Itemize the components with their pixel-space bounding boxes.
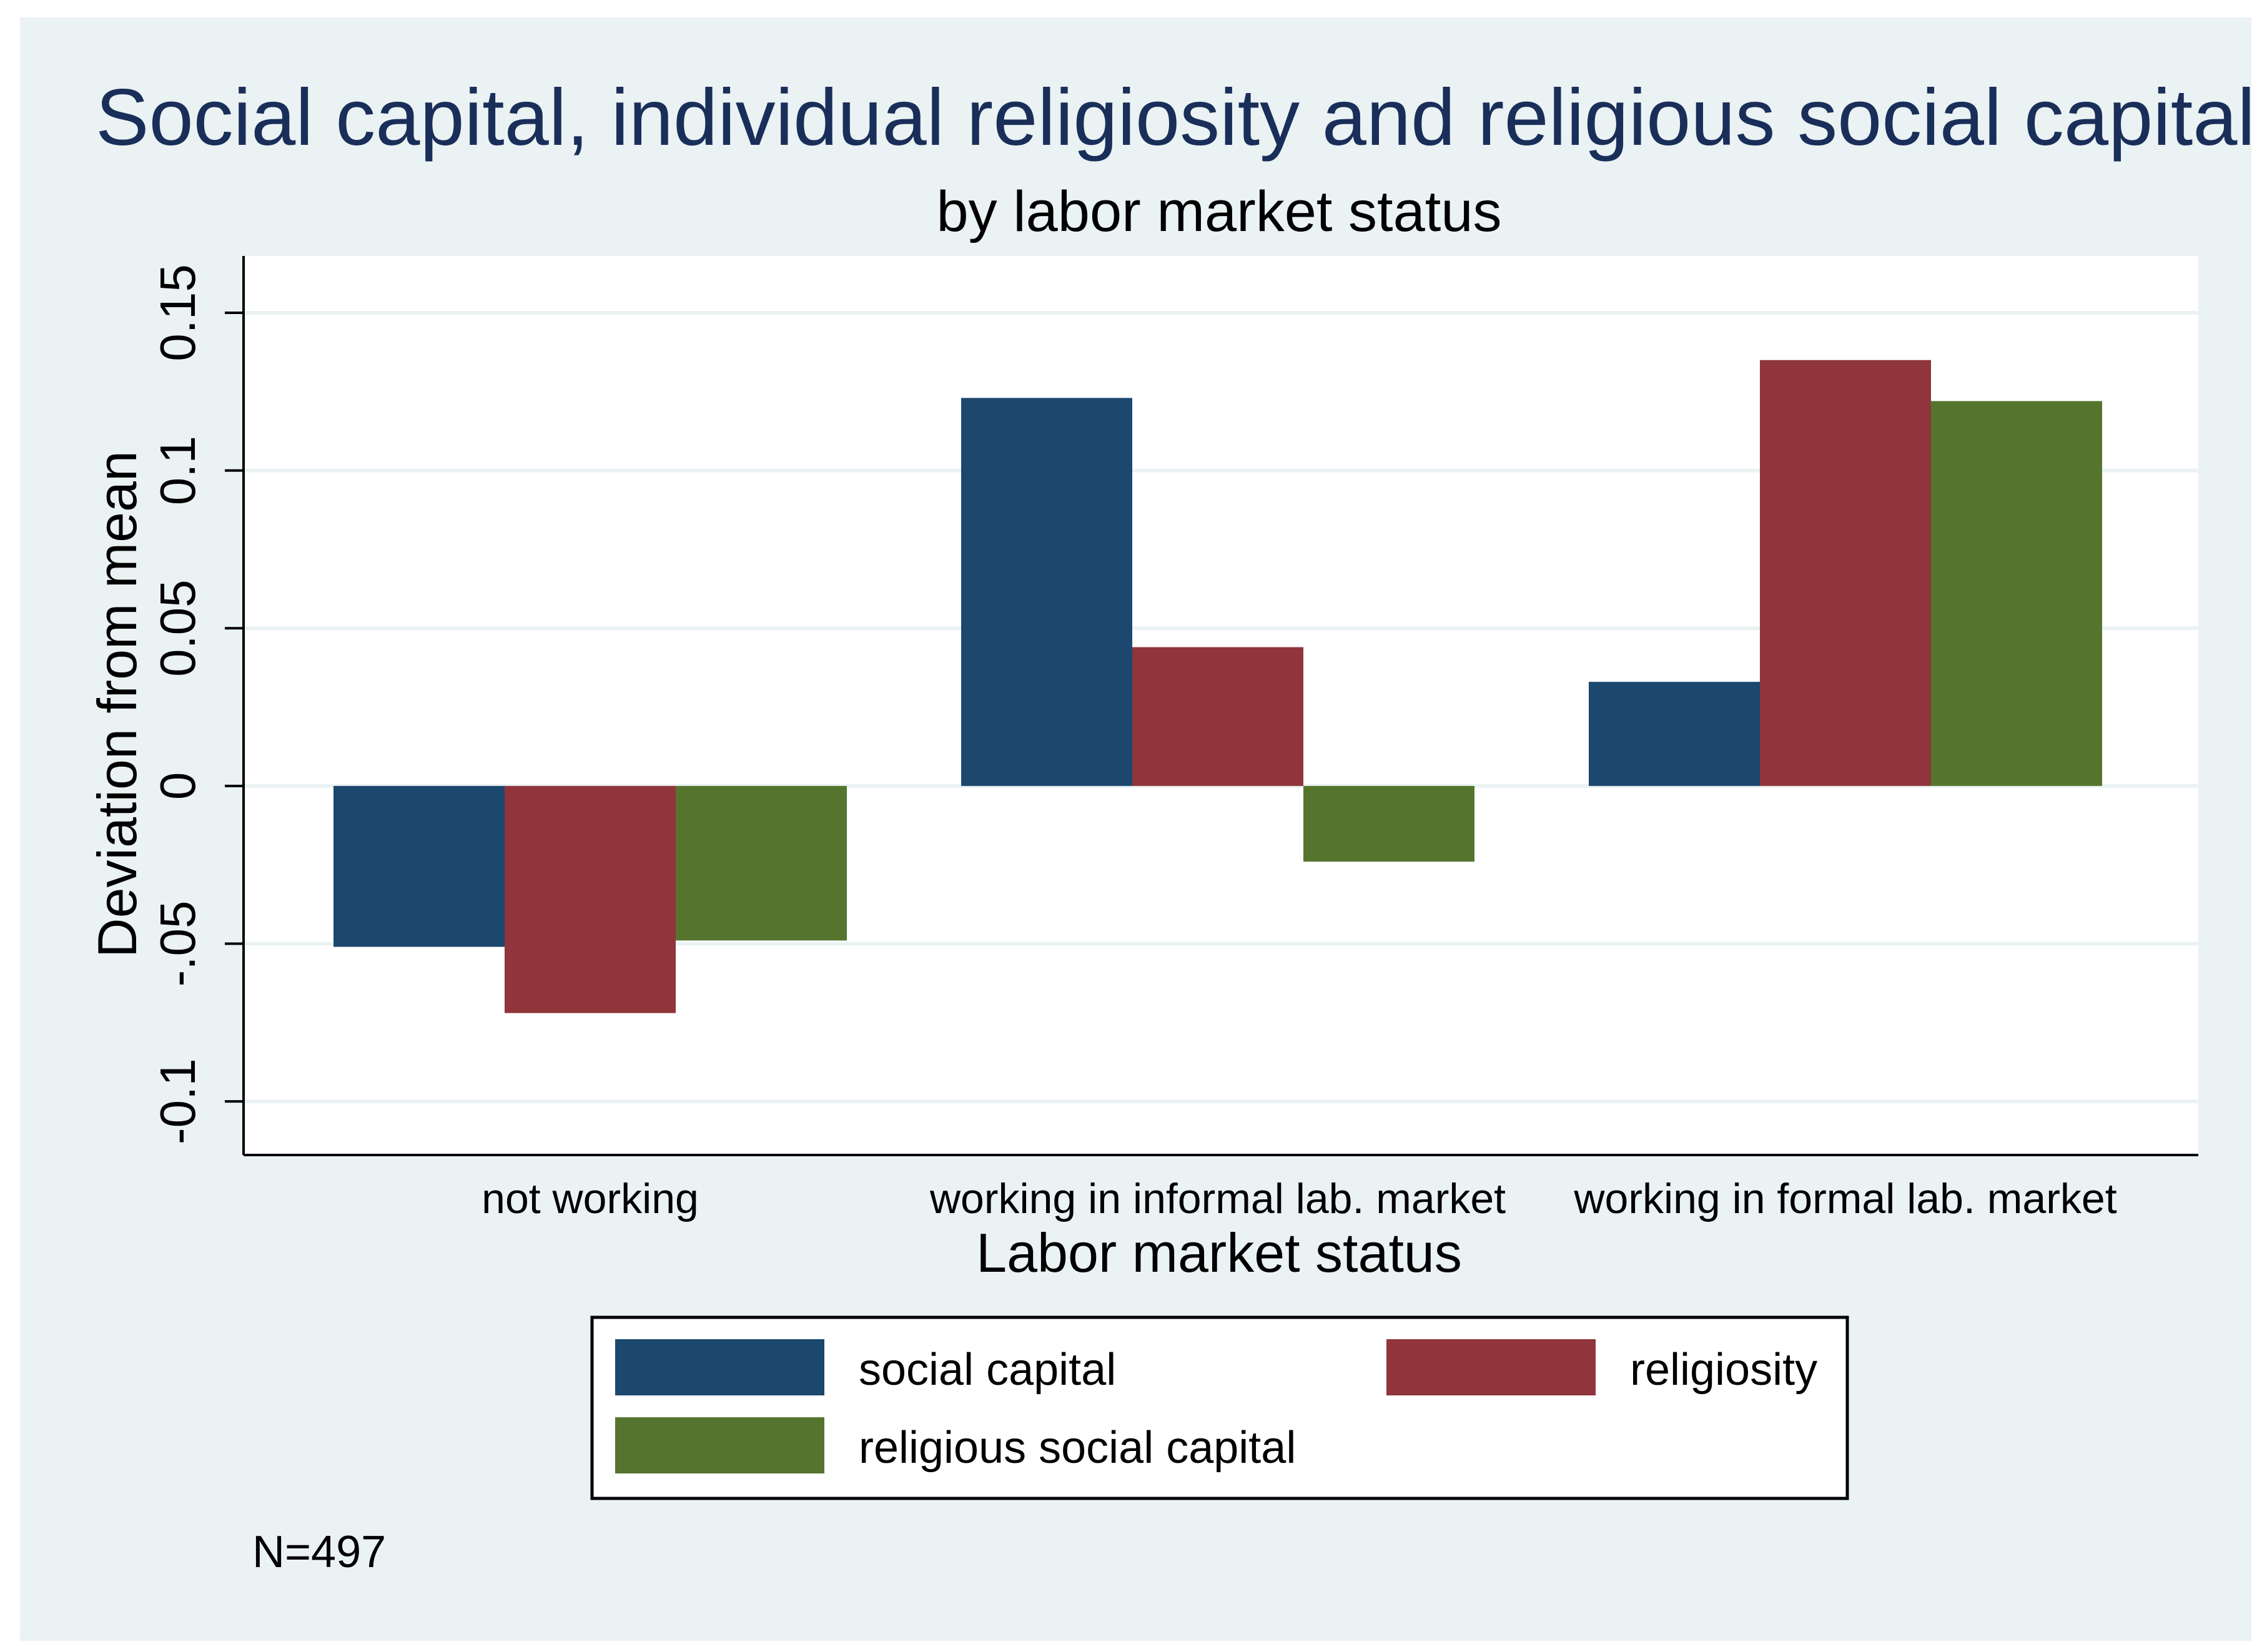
legend-swatch-social-capital	[615, 1339, 824, 1395]
legend-label: social capital	[859, 1345, 1116, 1395]
bar-religious-social-capital-1	[1303, 785, 1474, 862]
bar-religious-social-capital-2	[1931, 401, 2102, 786]
bar-religious-social-capital-0	[676, 785, 847, 941]
legend-label: religious social capital	[859, 1423, 1296, 1473]
bar-religiosity-1	[1132, 647, 1303, 786]
y-tick-label: -0.1	[150, 1058, 205, 1144]
legend-label: religiosity	[1630, 1345, 1817, 1395]
chart-subtitle: by labor market status	[936, 180, 1501, 243]
sample-size-note: N=497	[252, 1527, 386, 1577]
y-tick-label: 0.05	[150, 579, 205, 677]
y-tick-label: -.05	[150, 901, 205, 987]
y-axis-title: Deviation from mean	[86, 451, 148, 958]
x-tick-label: working in informal lab. market	[929, 1175, 1506, 1222]
legend-items: social capital religiosity religious socia…	[615, 1339, 1817, 1473]
legend: social capital religiosity religious socia…	[590, 1315, 1849, 1500]
bar-social-capital-0	[333, 785, 505, 947]
x-tick-label: working in formal lab. market	[1573, 1175, 2116, 1222]
bar-religiosity-2	[1760, 360, 1931, 786]
x-axis-title: Labor market status	[976, 1222, 1462, 1284]
y-tick-label: 0.15	[150, 264, 205, 361]
legend-swatch-religious-social-capital	[615, 1417, 824, 1473]
x-tick-layer: not working working in informal lab. mark…	[482, 1175, 2117, 1222]
legend-swatch-religiosity	[1386, 1339, 1596, 1395]
bar-social-capital-1	[961, 398, 1132, 786]
y-tick-label: 0	[150, 772, 205, 800]
bar-religiosity-0	[505, 785, 676, 1013]
chart-title: Social capital, individual religiosity a…	[96, 73, 2255, 162]
bar-social-capital-2	[1589, 682, 1760, 786]
axis-layer	[242, 256, 2198, 1156]
y-tick-label: 0.1	[150, 436, 205, 505]
y-tick-layer: -0.1 -.05 0 0.05 0.1 0.15	[150, 264, 244, 1144]
x-tick-label: not working	[482, 1175, 699, 1222]
bar-layer	[333, 360, 2102, 1013]
